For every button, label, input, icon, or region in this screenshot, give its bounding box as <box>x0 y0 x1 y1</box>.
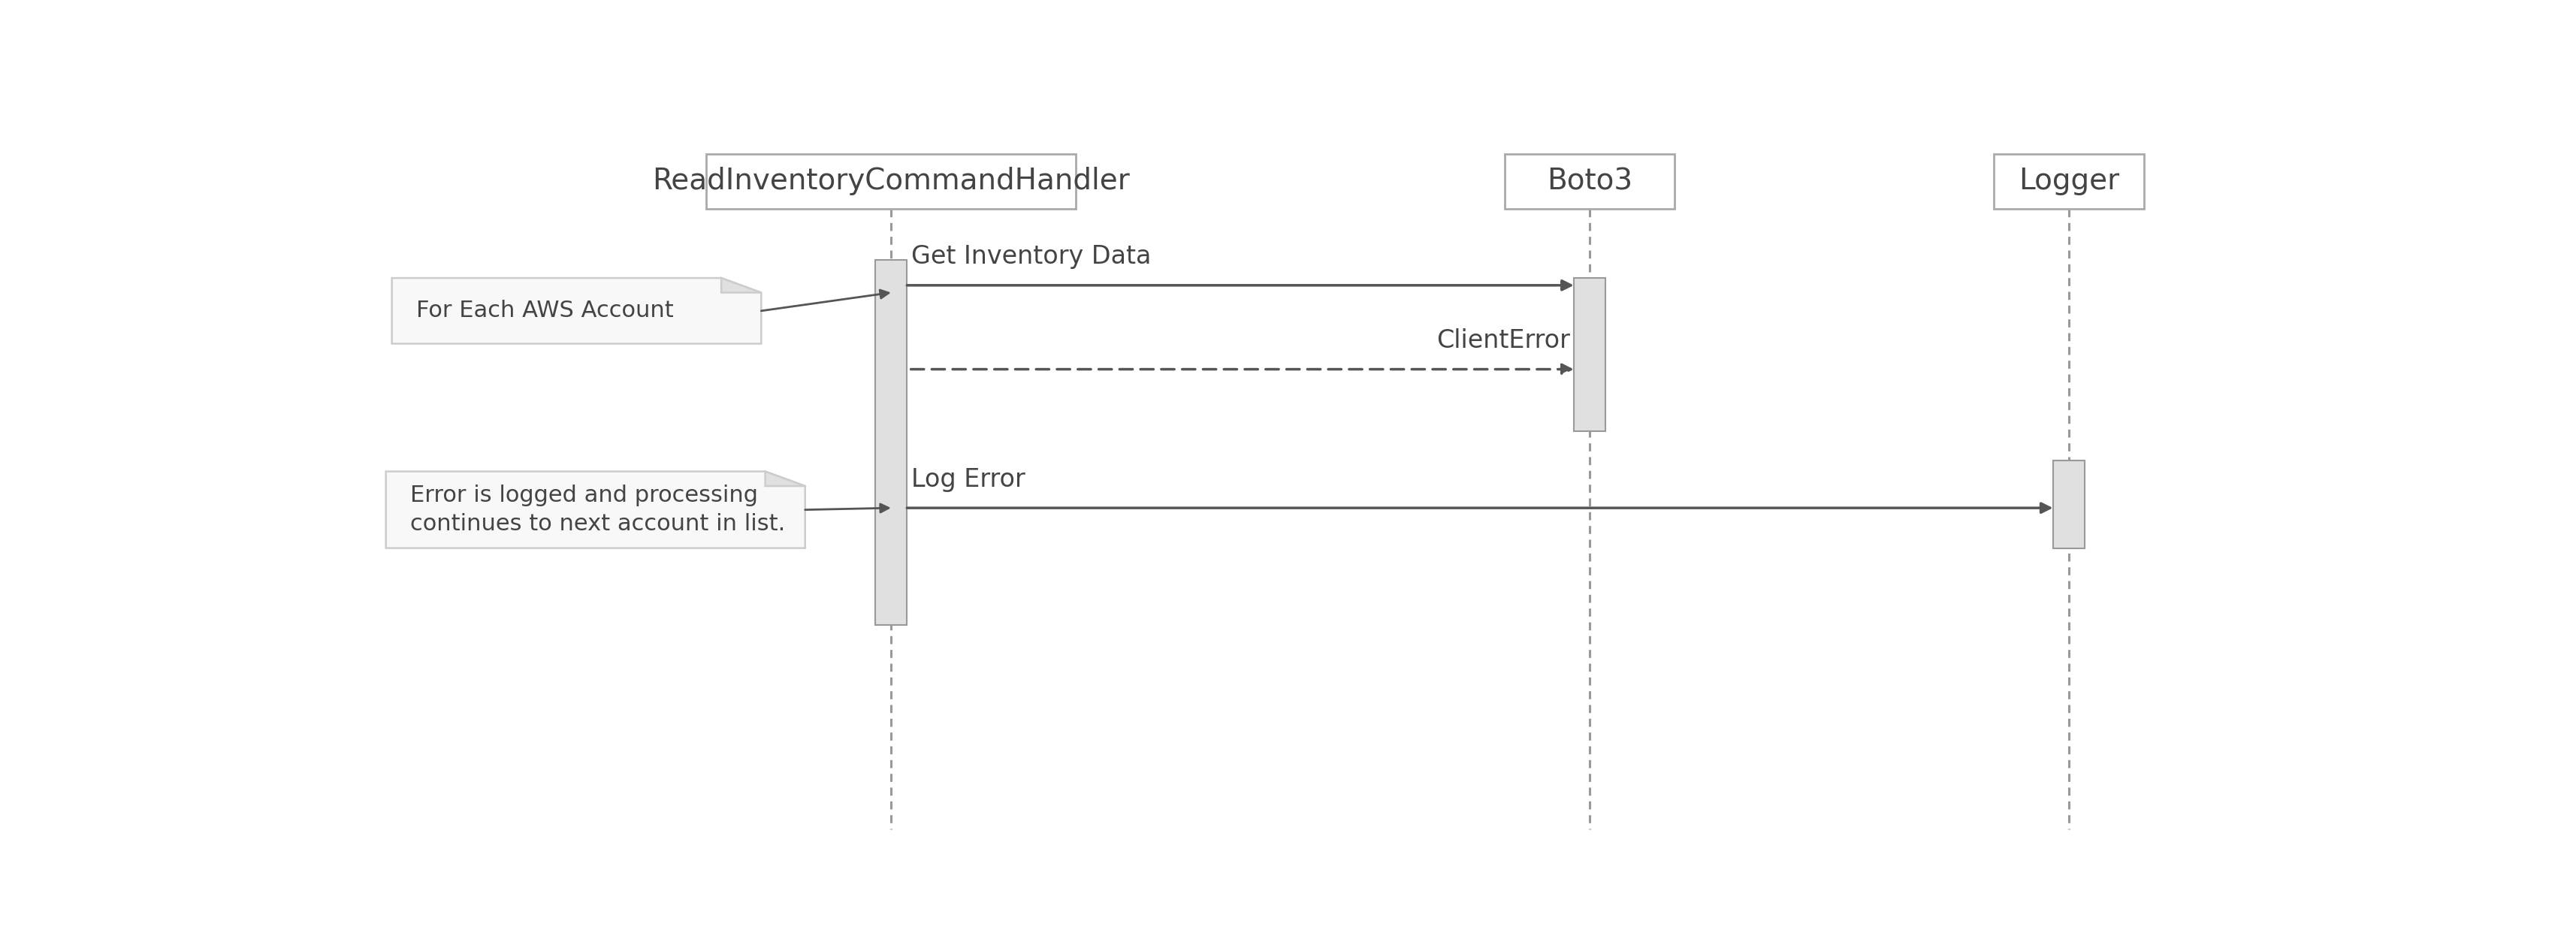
Text: Logger: Logger <box>2020 167 2120 195</box>
Text: Boto3: Boto3 <box>1546 167 1633 195</box>
Text: For Each AWS Account: For Each AWS Account <box>415 300 672 321</box>
Text: ClientError: ClientError <box>1437 328 1569 354</box>
Polygon shape <box>386 471 806 548</box>
Text: Log Error: Log Error <box>912 467 1025 492</box>
FancyBboxPatch shape <box>706 154 1077 209</box>
FancyBboxPatch shape <box>1504 154 1674 209</box>
Text: Get Inventory Data: Get Inventory Data <box>912 245 1151 269</box>
FancyBboxPatch shape <box>1994 154 2143 209</box>
Polygon shape <box>392 278 762 344</box>
FancyBboxPatch shape <box>876 260 907 625</box>
FancyBboxPatch shape <box>1574 278 1605 431</box>
FancyBboxPatch shape <box>2053 461 2084 548</box>
Text: Error is logged and processing
continues to next account in list.: Error is logged and processing continues… <box>410 484 786 535</box>
Polygon shape <box>765 471 806 486</box>
Polygon shape <box>721 278 762 293</box>
Text: ReadInventoryCommandHandler: ReadInventoryCommandHandler <box>652 167 1131 195</box>
